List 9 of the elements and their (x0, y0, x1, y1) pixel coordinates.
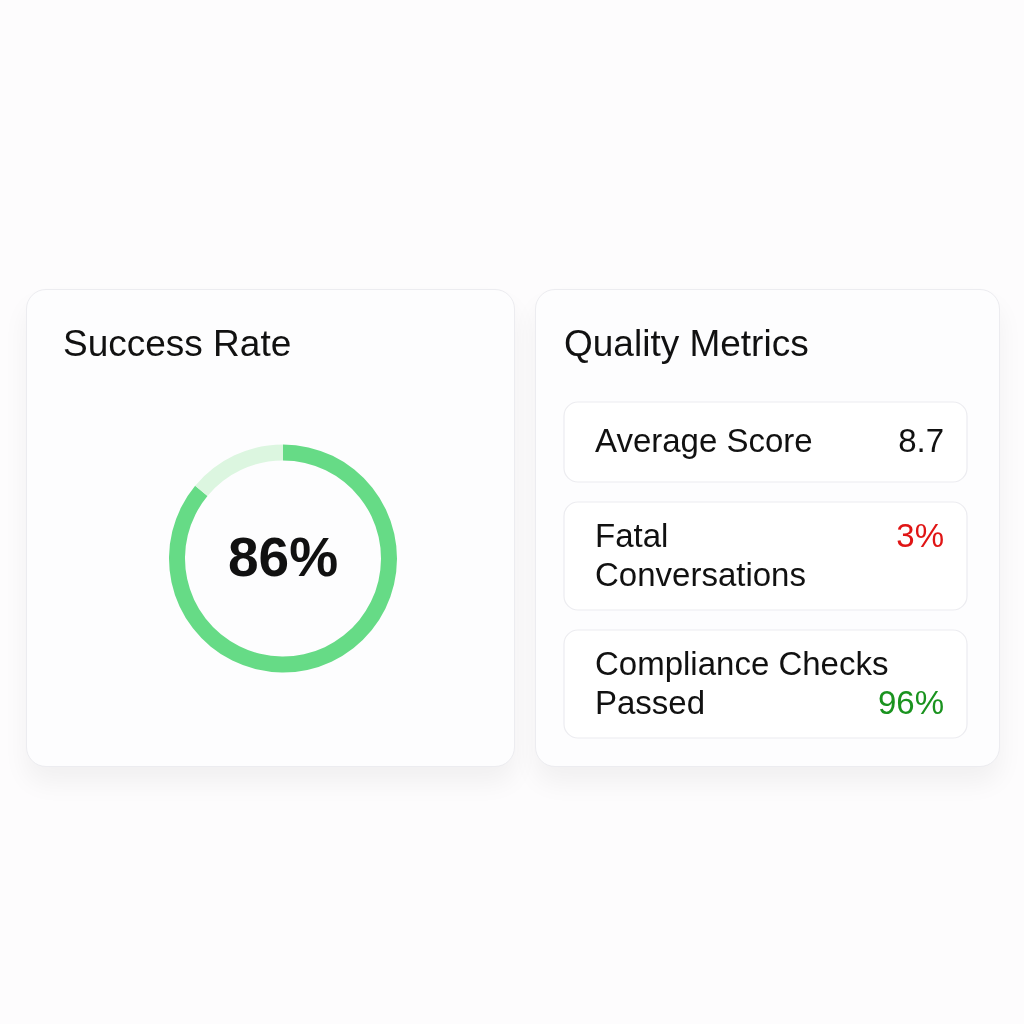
category-label: Average Score (595, 422, 813, 459)
chart-title: Success Rate (63, 323, 292, 364)
text: 3% (896, 516, 944, 554)
donut-slice (195, 444, 283, 497)
category-label: Fatal Conversations (595, 516, 806, 593)
text: 8.7 (898, 422, 944, 459)
data-label: 86% (227, 525, 339, 588)
donut-slice (169, 444, 397, 673)
text: Quality Metrics (564, 323, 809, 364)
